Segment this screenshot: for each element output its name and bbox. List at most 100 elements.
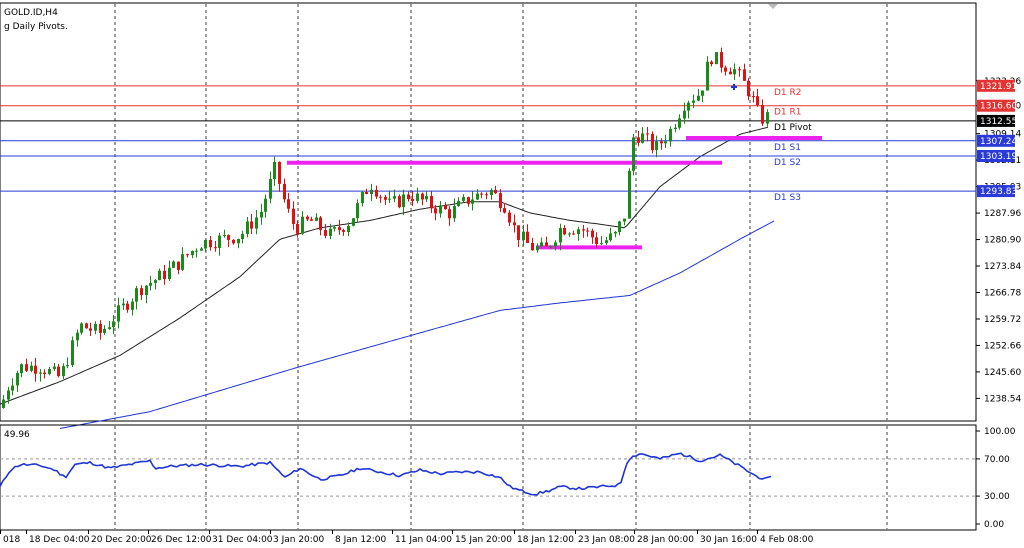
candle-body xyxy=(53,366,56,369)
chart-title: GOLD.ID,H4 xyxy=(4,8,58,18)
candle-body xyxy=(292,208,295,224)
time-tick-label: 15 Jan 20:00 xyxy=(455,535,512,545)
candle-body xyxy=(191,251,194,256)
candle-body xyxy=(683,110,686,119)
candle-body xyxy=(540,242,543,247)
price-tick-label: 1238.54 xyxy=(984,394,1021,404)
candle-body xyxy=(181,254,184,270)
candle-body xyxy=(499,193,502,209)
time-tick-label: 31 Dec 04:00 xyxy=(212,535,273,545)
candle-body xyxy=(660,141,663,144)
rsi-level-lines xyxy=(0,458,976,497)
candle-body xyxy=(444,205,447,210)
level-badge-bg xyxy=(977,185,1015,198)
ma-short-series xyxy=(0,126,769,405)
candle-body xyxy=(595,237,598,244)
candle-body xyxy=(200,248,203,251)
candle-body xyxy=(457,200,460,207)
candle-body xyxy=(549,246,552,248)
candle-body xyxy=(743,69,746,81)
time-axis: 018 18 Dec 04:00 20 Dec 20:00 26 Dec 12:00 3… xyxy=(0,530,814,545)
candle-body xyxy=(582,229,585,231)
candle-body xyxy=(2,399,5,408)
price-tick-label: 1266.78 xyxy=(984,288,1021,298)
shift-marker-icon[interactable] xyxy=(768,4,778,9)
candle-body xyxy=(246,221,249,234)
candle-body xyxy=(168,267,171,280)
candle-body xyxy=(637,137,640,143)
candle-body xyxy=(237,239,240,244)
rsi-panel[interactable]: 49.96 xyxy=(0,424,977,531)
rsi-tick-label: 30.00 xyxy=(984,492,1010,502)
price-tick-label: 1259.72 xyxy=(984,315,1021,325)
candle-body xyxy=(761,105,764,124)
candle-body xyxy=(204,240,207,249)
candle-body xyxy=(733,69,736,75)
candle-body xyxy=(724,67,727,72)
candle-body xyxy=(250,221,253,229)
candle-body xyxy=(669,129,672,142)
candle-body xyxy=(34,365,37,374)
candle-body xyxy=(490,190,493,195)
rsi-tick-label: 70.00 xyxy=(984,455,1010,465)
candle-body xyxy=(315,217,318,221)
candle-body xyxy=(687,102,690,111)
candle-body xyxy=(89,328,92,331)
candle-body xyxy=(407,194,410,199)
candle-body xyxy=(710,61,713,65)
candle-body xyxy=(39,372,42,374)
candle-body xyxy=(352,218,355,226)
candle-body xyxy=(177,261,180,270)
candle-body xyxy=(71,340,74,365)
candle-body xyxy=(609,233,612,241)
candle-body xyxy=(480,193,483,195)
candle-body xyxy=(526,231,529,243)
candle-body xyxy=(163,270,166,280)
candle-body xyxy=(85,323,88,329)
candle-body xyxy=(117,305,120,322)
candle-body xyxy=(720,52,723,68)
candle-body xyxy=(122,303,125,306)
time-tick-label: 26 Dec 12:00 xyxy=(151,535,212,545)
price-panel[interactable]: D1 R2 D1 R1 D1 Pivot D1 S1 D1 S2 D1 S3 GOLD.I… xyxy=(0,2,977,429)
candle-body xyxy=(715,52,718,65)
candle-body xyxy=(99,323,102,333)
highlight-lines xyxy=(287,135,822,250)
candle-body xyxy=(264,198,267,212)
candle-body xyxy=(11,385,14,391)
candle-body xyxy=(471,199,474,204)
candle-body xyxy=(738,69,741,71)
candle-body xyxy=(30,365,33,371)
candle-body xyxy=(503,208,506,213)
candle-body xyxy=(513,222,516,226)
time-tick-label: 18 Dec 04:00 xyxy=(29,535,90,545)
candle-body xyxy=(398,196,401,208)
candle-body xyxy=(48,369,51,374)
candle-body xyxy=(434,208,437,214)
indicator-label: g Daily Pivots. xyxy=(4,22,68,32)
candle-body xyxy=(674,127,677,129)
rsi-line xyxy=(0,452,772,496)
candle-body xyxy=(370,189,373,194)
candle-body xyxy=(756,96,759,105)
candle-body xyxy=(678,118,681,128)
candle-body xyxy=(641,133,644,143)
level-label-d1-s1: D1 S1 xyxy=(774,143,801,153)
candle-body xyxy=(319,217,322,230)
level-badge-bg xyxy=(977,134,1015,147)
candle-body xyxy=(729,71,732,75)
candle-body xyxy=(508,212,511,223)
candle-body xyxy=(591,230,594,238)
candle-body xyxy=(94,323,97,331)
candle-body xyxy=(260,211,263,218)
candle-body xyxy=(384,196,387,200)
candlestick-series xyxy=(2,47,769,409)
candle-body xyxy=(766,112,769,124)
candle-body xyxy=(356,203,359,219)
candle-body xyxy=(706,61,709,91)
level-badge-text: 1312.55 xyxy=(980,117,1017,127)
candle-body xyxy=(747,80,750,97)
candle-body xyxy=(214,247,217,249)
candle-body xyxy=(453,206,456,219)
